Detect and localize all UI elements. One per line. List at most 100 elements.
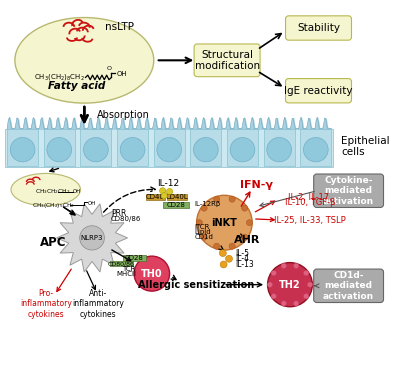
Text: CH$_3$(CH$_2$)$_5$CH$_2$: CH$_3$(CH$_2$)$_5$CH$_2$ [32, 201, 75, 210]
FancyBboxPatch shape [123, 255, 146, 261]
Text: Lipid: Lipid [194, 229, 211, 235]
Circle shape [201, 205, 207, 211]
Circle shape [229, 196, 235, 202]
Circle shape [134, 256, 170, 291]
Ellipse shape [11, 173, 80, 206]
Text: iNKT: iNKT [212, 218, 237, 228]
Text: Stability: Stability [297, 23, 340, 33]
Circle shape [281, 301, 286, 306]
Text: OH: OH [88, 201, 96, 206]
Text: IL-12Rβ: IL-12Rβ [194, 201, 220, 208]
Circle shape [230, 137, 255, 162]
Text: IL-25, IL-33, TSLP: IL-25, IL-33, TSLP [274, 216, 346, 224]
Text: CD28: CD28 [125, 255, 144, 261]
Circle shape [160, 188, 166, 194]
Text: CD1d: CD1d [194, 234, 213, 240]
Text: CD1d-
mediated
activation: CD1d- mediated activation [323, 271, 374, 301]
Circle shape [80, 226, 104, 250]
Circle shape [214, 196, 220, 202]
Text: IL-4: IL-4 [236, 254, 250, 263]
Circle shape [47, 137, 72, 162]
Circle shape [196, 219, 202, 226]
Circle shape [226, 255, 232, 262]
Text: AHR: AHR [234, 235, 261, 245]
Text: NLRP3: NLRP3 [81, 235, 103, 241]
FancyBboxPatch shape [117, 129, 148, 166]
Text: Absorption: Absorption [97, 110, 150, 121]
Polygon shape [56, 204, 128, 272]
Text: CD80/86: CD80/86 [110, 216, 140, 222]
FancyBboxPatch shape [194, 44, 260, 77]
FancyBboxPatch shape [314, 174, 384, 208]
FancyBboxPatch shape [154, 129, 185, 166]
Circle shape [10, 137, 35, 162]
FancyBboxPatch shape [80, 129, 111, 166]
FancyBboxPatch shape [164, 202, 188, 208]
Text: TH2: TH2 [279, 280, 301, 290]
FancyBboxPatch shape [286, 16, 352, 40]
Circle shape [214, 243, 220, 249]
Text: IL-13: IL-13 [236, 260, 254, 269]
Circle shape [242, 205, 248, 211]
Text: APC: APC [40, 236, 67, 249]
Text: Cytokine-
mediated
activation: Cytokine- mediated activation [323, 176, 374, 206]
Circle shape [201, 234, 207, 240]
Circle shape [246, 219, 252, 226]
Circle shape [307, 282, 313, 287]
FancyBboxPatch shape [300, 129, 331, 166]
Text: CD28: CD28 [166, 202, 185, 208]
FancyBboxPatch shape [227, 129, 258, 166]
Circle shape [268, 263, 312, 307]
Circle shape [84, 137, 108, 162]
Circle shape [271, 270, 276, 276]
Text: iTCR: iTCR [194, 224, 210, 230]
FancyBboxPatch shape [44, 129, 75, 166]
FancyBboxPatch shape [264, 129, 294, 166]
Circle shape [294, 263, 299, 268]
Text: CD40: CD40 [146, 194, 165, 200]
Circle shape [267, 137, 292, 162]
Text: Epithelial
cells: Epithelial cells [341, 136, 390, 157]
Circle shape [267, 282, 273, 287]
Text: nsLTP: nsLTP [104, 22, 134, 32]
Text: CD80/86: CD80/86 [108, 262, 135, 267]
FancyBboxPatch shape [7, 129, 38, 166]
Circle shape [229, 243, 235, 249]
Text: Pro-
inflammatory
cytokines: Pro- inflammatory cytokines [20, 289, 72, 319]
Text: TCR: TCR [122, 267, 135, 272]
Text: MHCII: MHCII [117, 272, 137, 277]
FancyBboxPatch shape [314, 269, 384, 303]
Text: Structural
modification: Structural modification [194, 49, 260, 71]
FancyBboxPatch shape [190, 129, 221, 166]
Text: IgE reactivity: IgE reactivity [284, 86, 353, 96]
Text: PRR: PRR [112, 209, 127, 218]
FancyBboxPatch shape [5, 129, 333, 167]
Circle shape [242, 234, 248, 240]
Circle shape [281, 263, 286, 268]
Circle shape [219, 250, 226, 257]
Text: IL-2, IL-17,: IL-2, IL-17, [288, 193, 332, 202]
Text: IL-5: IL-5 [236, 249, 250, 258]
Circle shape [197, 195, 252, 250]
Circle shape [294, 301, 299, 306]
Circle shape [161, 193, 167, 199]
FancyBboxPatch shape [286, 79, 352, 103]
Text: Fatty acid: Fatty acid [48, 81, 105, 91]
FancyBboxPatch shape [167, 194, 186, 200]
Circle shape [220, 261, 227, 268]
Circle shape [157, 137, 182, 162]
Text: TH0: TH0 [141, 268, 163, 278]
Text: O: O [107, 65, 112, 70]
Text: IL-12: IL-12 [157, 179, 179, 188]
Text: IFN-γ: IFN-γ [240, 180, 272, 190]
Text: OH: OH [116, 71, 127, 77]
Circle shape [166, 188, 173, 195]
Circle shape [120, 137, 145, 162]
Circle shape [194, 137, 218, 162]
Text: OH: OH [73, 189, 82, 195]
FancyBboxPatch shape [146, 194, 164, 200]
Text: CH$_3$(CH$_2$)$_8$CH$_2$: CH$_3$(CH$_2$)$_8$CH$_2$ [34, 72, 85, 82]
Circle shape [271, 294, 276, 299]
Ellipse shape [15, 18, 154, 103]
Circle shape [304, 294, 309, 299]
